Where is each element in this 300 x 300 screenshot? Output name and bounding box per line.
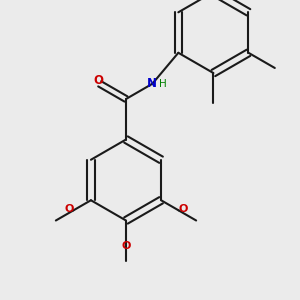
Text: O: O bbox=[121, 241, 131, 251]
Text: O: O bbox=[93, 74, 103, 87]
Text: N: N bbox=[147, 77, 157, 90]
Text: H: H bbox=[159, 79, 167, 89]
Text: O: O bbox=[178, 204, 188, 214]
Text: O: O bbox=[64, 204, 74, 214]
